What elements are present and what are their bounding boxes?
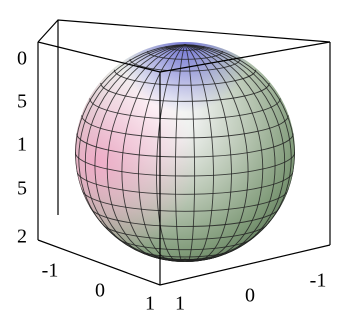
longitude-line (184, 44, 249, 262)
longitude-line (121, 44, 186, 262)
latitude-line (75, 151, 295, 177)
latitude-line (81, 115, 289, 139)
box-front (37, 41, 331, 286)
z-tick-label: 5 (17, 91, 27, 113)
z-tick-label: 5 (17, 178, 27, 200)
sphere-mesh (75, 44, 295, 262)
latitude-line (76, 170, 294, 195)
y-tick-label: 1 (175, 293, 185, 315)
longitude-line (138, 44, 186, 262)
longitude-line (174, 44, 186, 262)
longitude-line (184, 44, 295, 260)
latitude-line (113, 69, 257, 86)
x-tick-label: 1 (145, 293, 155, 315)
longitude-line (184, 44, 214, 262)
y-tick-label: 0 (245, 285, 255, 307)
latitude-line (100, 82, 270, 102)
y-tick-label: -1 (310, 270, 327, 292)
longitude-line (106, 44, 186, 262)
longitude-line (184, 44, 292, 260)
x-tick-label: 0 (95, 280, 105, 302)
z-tick-label: 2 (17, 226, 27, 248)
x-tick-label: -1 (42, 260, 59, 282)
box-back (37, 19, 331, 215)
latitude-line (76, 133, 294, 158)
latitude-line (100, 220, 270, 240)
z-tick-label: 1 (17, 134, 27, 156)
longitude-line (94, 44, 186, 261)
latitude-line (89, 98, 281, 120)
longitude-line (184, 44, 232, 262)
longitude-line (184, 44, 196, 262)
latitude-line (89, 205, 281, 227)
longitude-line (84, 44, 186, 261)
z-tick-label: 0 (17, 48, 27, 70)
latitude-line (81, 188, 289, 212)
sphere (75, 42, 295, 262)
